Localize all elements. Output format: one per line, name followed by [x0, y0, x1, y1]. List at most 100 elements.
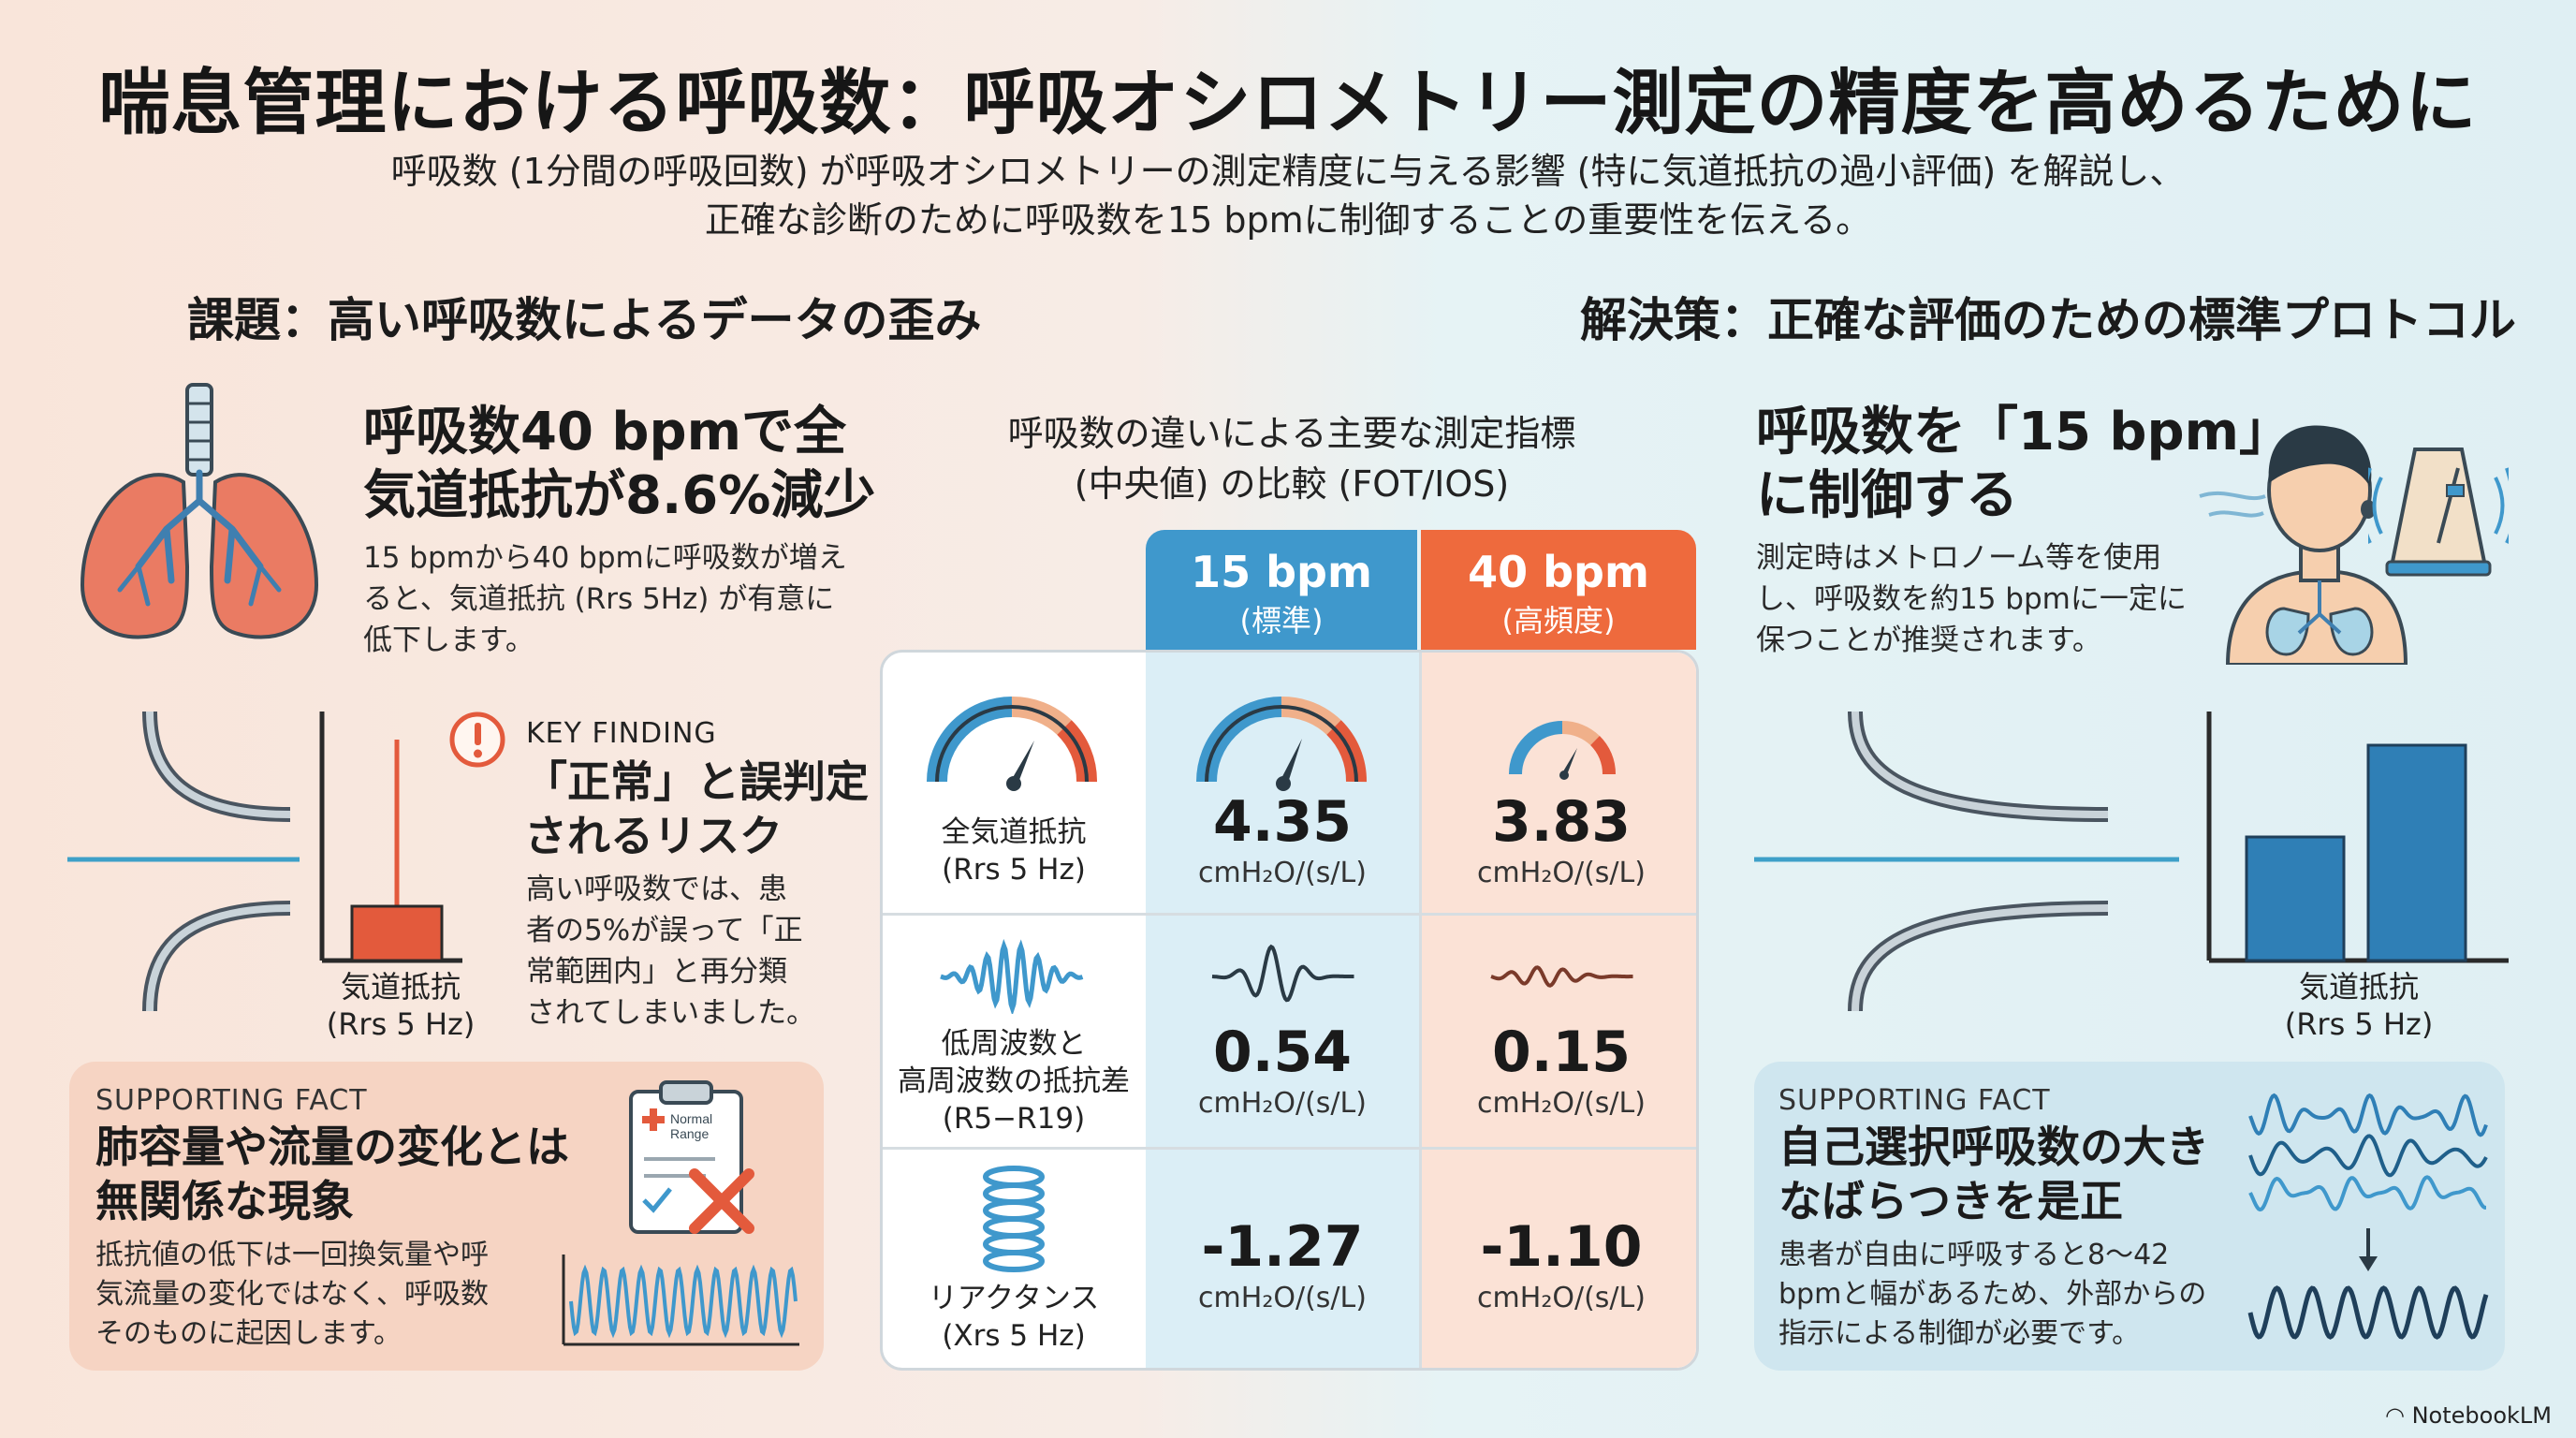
row-1-value-40: 3.83: [1491, 789, 1632, 855]
metronome-icon: [2368, 448, 2509, 577]
clipboard-icon: Normal Range: [629, 1080, 754, 1234]
left-body-line-2: ると、気道抵抗 (Rrs 5Hz) が有意に: [363, 582, 835, 616]
left-section-title: 課題：高い呼吸数によるデータの歪み: [187, 293, 982, 347]
row-3-unit-40: cmH₂O/(s/L): [1477, 1282, 1646, 1314]
exclamation-icon: [449, 712, 505, 768]
key-finding-body-line-3: 常範囲内」と再分類: [526, 955, 787, 989]
left-supporting-body-line-1: 抵抗値の低下は一回換気量や呼: [95, 1239, 489, 1271]
chart-bar-40bpm: [350, 904, 444, 962]
key-finding-label: KEY FINDING: [526, 717, 717, 750]
fast-breathing-wave: [562, 1255, 799, 1346]
row-3-unit-15: cmH₂O/(s/L): [1198, 1282, 1367, 1314]
right-resistance-chart: [2206, 712, 2509, 963]
row-3-value-40: -1.10: [1480, 1214, 1643, 1280]
column-header-15bpm: 15 bpm (標準): [1146, 530, 1417, 650]
right-supporting-label: SUPPORTING FACT: [1778, 1084, 2051, 1117]
row-3-label-line-1: リアクタンス: [928, 1282, 1100, 1315]
key-finding-body-line-4: されてしまいました。: [526, 996, 816, 1030]
right-headline-line-1: 呼吸数を「15 bpm」: [1756, 402, 2291, 462]
right-supporting-headline-line-1: 自己選択呼吸数の大き: [1778, 1122, 2209, 1172]
row-2-unit-40: cmH₂O/(s/L): [1477, 1087, 1646, 1120]
left-chart-caption: 気道抵抗 (Rrs 5 Hz): [307, 968, 494, 1043]
left-body-line-3: 低下します。: [363, 624, 534, 657]
right-supporting-headline: 自己選択呼吸数の大き なばらつきを是正: [1778, 1120, 2209, 1228]
row-1-label-line-2: (Rrs 5 Hz): [942, 853, 1086, 887]
page-title: 喘息管理における呼吸数：呼吸オシロメトリー測定の精度を高めるために: [98, 61, 2478, 144]
subtitle-line-1: 呼吸数 (1分間の呼吸回数) が呼吸オシロメトリーの測定精度に与える影響 (特に…: [390, 151, 2186, 192]
row-2-value-40: 0.15: [1491, 1020, 1632, 1085]
row-3-label: リアクタンス (Xrs 5 Hz): [883, 1280, 1145, 1355]
clipboard-text-line-2: Range: [670, 1126, 709, 1141]
row-3-value-15: -1.27: [1201, 1214, 1364, 1280]
table-title-line-2: (中央値) の比較 (FOT/IOS): [1074, 463, 1510, 505]
left-chart-caption-line-1: 気道抵抗: [340, 969, 461, 1005]
row-2-wave-40-icon: [1490, 965, 1633, 988]
normal-airway-diagram: [1754, 712, 2179, 1011]
row-3-label-line-2: (Xrs 5 Hz): [942, 1319, 1086, 1353]
left-headline-line-1: 呼吸数40 bpmで全: [363, 402, 846, 462]
key-finding-body-line-2: 者の5%が誤って「正: [526, 914, 803, 947]
key-finding-headline: 「正常」と誤判定 されるリスク: [524, 755, 869, 863]
left-headline-line-2: 気道抵抗が8.6%減少: [363, 465, 876, 526]
right-body-line-1: 測定時はメトロノーム等を使用: [1756, 541, 2162, 575]
row-1-gauge-40-icon: [1509, 720, 1617, 780]
key-finding-body-line-1: 高い呼吸数では、患: [526, 873, 787, 906]
key-finding-headline-line-2: されるリスク: [524, 811, 783, 861]
left-headline: 呼吸数40 bpmで全 気道抵抗が8.6%減少: [363, 401, 875, 528]
breathing-person-icon: [2199, 425, 2408, 665]
irregular-to-regular-wave: [2247, 1093, 2489, 1340]
row-2-wave-15-icon: [1211, 944, 1354, 1003]
right-chart-caption-line-2: (Rrs 5 Hz): [2284, 1006, 2434, 1042]
right-section-title: 解決策：正確な評価のための標準プロトコル: [1580, 293, 2516, 347]
row-1-gauge-icon: [927, 696, 1098, 791]
left-supporting-headline: 肺容量や流量の変化とは 無関係な現象: [95, 1120, 569, 1228]
left-body: 15 bpmから40 bpmに呼吸数が増え ると、気道抵抗 (Rrs 5Hz) …: [363, 537, 847, 661]
left-body-line-1: 15 bpmから40 bpmに呼吸数が増え: [363, 541, 847, 575]
brand-name: NotebookLM: [2411, 1402, 2552, 1429]
left-supporting-body-line-3: そのものに起因します。: [95, 1317, 402, 1350]
column-40-label: 40 bpm: [1468, 547, 1649, 597]
row-2-label-line-1: 低周波数と: [941, 1027, 1087, 1061]
right-headline: 呼吸数を「15 bpm」 に制御する: [1756, 401, 2291, 528]
row-2-label-line-2: 高周波数の抵抗差: [898, 1064, 1130, 1098]
column-40-sub: (高頻度): [1501, 603, 1616, 638]
row-1-label-line-1: 全気道抵抗: [941, 815, 1087, 849]
brand-logo: ◠ NotebookLM: [2385, 1402, 2552, 1429]
table-title: 呼吸数の違いによる主要な測定指標 (中央値) の比較 (FOT/IOS): [945, 408, 1638, 509]
right-chart-caption: 気道抵抗 (Rrs 5 Hz): [2265, 968, 2452, 1043]
right-body-line-3: 保つことが推奨されます。: [1756, 624, 2101, 657]
row-1-value-15: 4.35: [1212, 789, 1353, 855]
left-supporting-card: SUPPORTING FACT 肺容量や流量の変化とは 無関係な現象 抵抗値の低…: [69, 1062, 824, 1371]
narrow-airway-diagram: [67, 712, 300, 1011]
left-chart-caption-line-2: (Rrs 5 Hz): [326, 1006, 476, 1042]
row-2-unit-15: cmH₂O/(s/L): [1198, 1087, 1367, 1120]
chart-bar-low: [2245, 835, 2346, 962]
row-1-gauge-15-icon: [1196, 696, 1368, 791]
row-2-wave-icon: [940, 939, 1084, 1014]
chart-bar-high: [2366, 743, 2467, 962]
right-supporting-body-line-1: 患者が自由に呼吸すると8〜42: [1778, 1239, 2170, 1271]
row-2-label: 低周波数と 高周波数の抵抗差 (R5−R19): [883, 1025, 1145, 1137]
right-body: 測定時はメトロノーム等を使用 し、呼吸数を約15 bpmに一定に 保つことが推奨…: [1756, 537, 2187, 661]
right-supporting-body: 患者が自由に呼吸すると8〜42 bpmと幅があるため、外部からの 指示による制御…: [1778, 1236, 2206, 1354]
left-supporting-headline-line-1: 肺容量や流量の変化とは: [95, 1122, 569, 1172]
row-1-unit-40: cmH₂O/(s/L): [1477, 857, 1646, 889]
right-supporting-body-line-3: 指示による制御が必要です。: [1778, 1317, 2141, 1350]
right-supporting-card: SUPPORTING FACT 自己選択呼吸数の大き なばらつきを是正 患者が自…: [1754, 1062, 2505, 1371]
right-supporting-headline-line-2: なばらつきを是正: [1778, 1176, 2123, 1226]
right-body-line-2: し、呼吸数を約15 bpmに一定に: [1756, 582, 2187, 616]
row-2-label-line-3: (R5−R19): [942, 1102, 1086, 1136]
row-1-unit-15: cmH₂O/(s/L): [1198, 857, 1367, 889]
right-supporting-body-line-2: bpmと幅があるため、外部からの: [1778, 1278, 2207, 1311]
right-chart-caption-line-1: 気道抵抗: [2298, 969, 2419, 1005]
left-supporting-body-line-2: 気流量の変化ではなく、呼吸数: [95, 1278, 489, 1311]
left-supporting-headline-line-2: 無関係な現象: [95, 1176, 354, 1226]
key-finding-body: 高い呼吸数では、患 者の5%が誤って「正 常範囲内」と再分類 されてしまいました…: [526, 869, 815, 1034]
comparison-table: 全気道抵抗 (Rrs 5 Hz) 4.35 cmH₂O/(s/L) 3.83 c…: [880, 650, 1699, 1371]
clipboard-text-line-1: Normal: [670, 1111, 712, 1126]
key-finding-headline-line-1: 「正常」と誤判定: [524, 756, 869, 807]
left-resistance-chart: [319, 712, 462, 963]
left-supporting-body: 抵抗値の低下は一回換気量や呼 気流量の変化ではなく、呼吸数 そのものに起因します…: [95, 1236, 489, 1354]
lungs-icon: [80, 383, 319, 639]
column-15-sub: (標準): [1239, 603, 1324, 638]
